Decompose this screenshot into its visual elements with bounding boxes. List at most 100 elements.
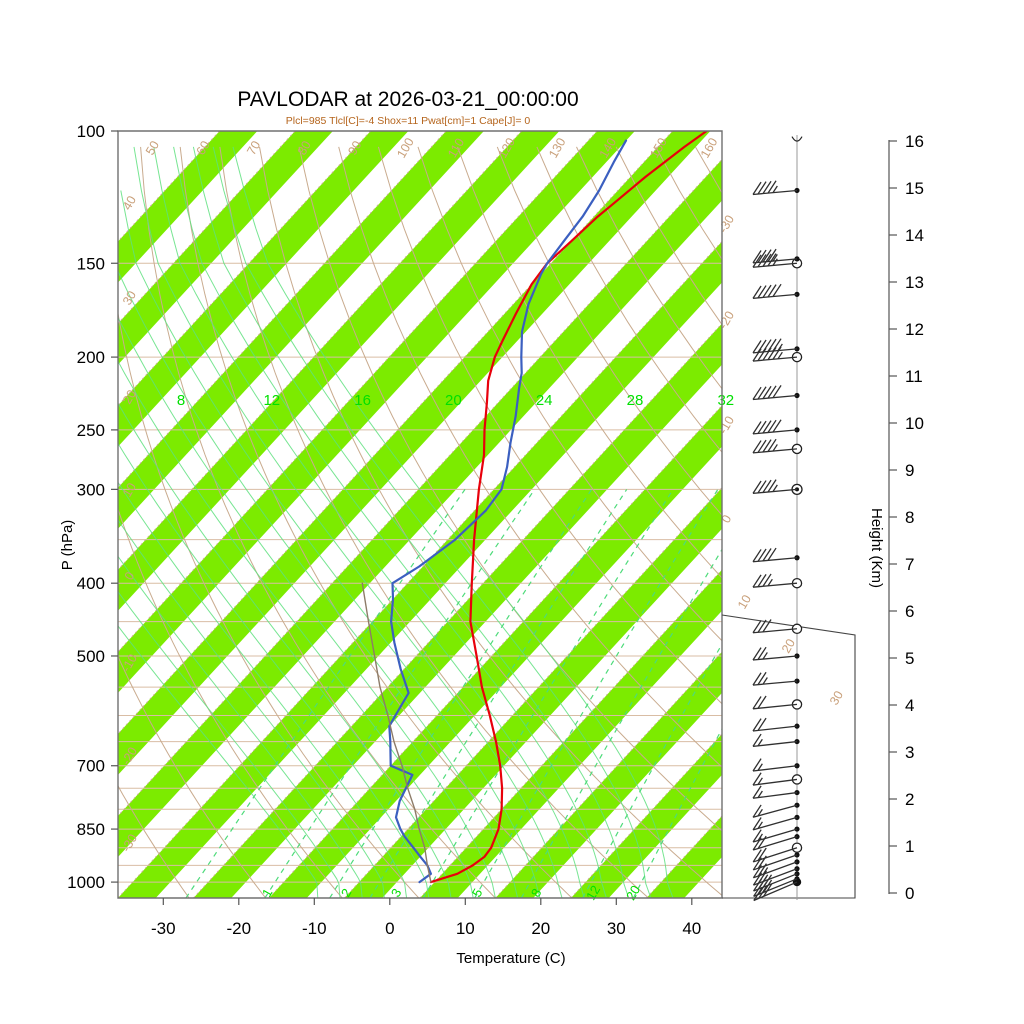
- y-tick-label: 850: [77, 820, 105, 839]
- height-tick-label: 8: [905, 508, 914, 527]
- theta-label: 16: [354, 392, 371, 409]
- y-tick-label: 500: [77, 647, 105, 666]
- height-tick-label: 2: [905, 790, 914, 809]
- wind-barb: [752, 695, 803, 710]
- height-tick-label: 9: [905, 461, 914, 480]
- adiabat-label: 10: [735, 592, 754, 611]
- height-axis-label: Height (Km): [868, 508, 885, 588]
- wind-barb: [752, 419, 800, 435]
- x-tick-label: -30: [151, 919, 176, 938]
- wind-barb: [752, 717, 800, 732]
- x-tick-label: 20: [531, 919, 550, 938]
- wind-barb: [752, 758, 800, 772]
- wind-barb: [752, 619, 803, 635]
- adiabat-label: 10: [120, 480, 139, 499]
- adiabat-label: 80: [295, 138, 314, 157]
- isotherm-layer: [118, 131, 722, 898]
- height-tick-label: 5: [905, 649, 914, 668]
- sounding-parcel-curve: [361, 582, 432, 883]
- x-axis: -30 -20 -10 0 10 20 30 40: [151, 898, 701, 938]
- wind-barb: [752, 384, 800, 401]
- height-tick-label: 0: [905, 884, 914, 903]
- y-tick-label: 250: [77, 421, 105, 440]
- height-tick-label: 13: [905, 273, 924, 292]
- wind-barb: [752, 802, 800, 818]
- dry-adiabat-layer: [118, 146, 722, 898]
- height-tick-label: 10: [905, 414, 924, 433]
- y-tick-label: 400: [77, 574, 105, 593]
- theta-label: 28: [627, 392, 644, 409]
- height-tick-label: 7: [905, 555, 914, 574]
- isobar-layer: [118, 130, 722, 883]
- x-tick-label: 10: [456, 919, 475, 938]
- wind-barb: [752, 785, 800, 799]
- theta-label: 24: [536, 392, 553, 409]
- wind-barb: [752, 180, 800, 196]
- wind-barb-column: [752, 135, 803, 902]
- wind-barb: [752, 253, 803, 269]
- height-tick-label: 11: [905, 367, 923, 386]
- height-tick-label: 16: [905, 132, 924, 151]
- y-axis-label: P (hPa): [59, 520, 76, 571]
- wind-barb: [752, 438, 803, 455]
- wind-barb: [752, 859, 800, 879]
- wind-barb: [752, 248, 800, 264]
- y-tick-label: 1000: [67, 873, 105, 892]
- y-tick-label: 300: [77, 480, 105, 499]
- wind-barb: [752, 573, 803, 589]
- wind-barb: [752, 338, 800, 354]
- adiabat-label: 60: [194, 138, 213, 157]
- wind-barb: [752, 671, 800, 686]
- height-tick-label: 6: [905, 602, 914, 621]
- theta-label: 12: [263, 392, 280, 409]
- wind-barb: [752, 733, 800, 748]
- height-tick-label: 15: [905, 179, 924, 198]
- height-tick-label: 14: [905, 226, 924, 245]
- y-tick-label: 150: [77, 254, 105, 273]
- wind-barb: [752, 826, 800, 843]
- wind-barb: [752, 547, 800, 563]
- mixing-ratio-layer: [185, 489, 722, 898]
- sounding-curve-layer: [361, 131, 708, 884]
- plot-frame: [117, 130, 856, 899]
- theta-label: 32: [717, 392, 734, 409]
- x-tick-label: 0: [385, 919, 394, 938]
- wind-barb: [752, 772, 803, 786]
- adiabat-label: 30: [120, 288, 139, 307]
- moist-adiabat-layer: [118, 146, 674, 898]
- height-tick-label: 3: [905, 743, 914, 762]
- wind-barb: [752, 814, 800, 831]
- y-tick-label: 200: [77, 348, 105, 367]
- y-tick-label: 100: [77, 122, 105, 141]
- x-axis-label: Temperature (C): [456, 950, 565, 967]
- adiabat-label: 30: [827, 688, 846, 707]
- sounding-dewpoint-curve: [388, 139, 628, 884]
- y-tick-label: 700: [77, 757, 105, 776]
- wind-barb: [791, 136, 803, 142]
- page-title: PAVLODAR at 2026-03-21_00:00:00: [237, 88, 578, 111]
- adiabat-label: 50: [143, 138, 162, 157]
- height-tick-label: 12: [905, 320, 924, 339]
- wind-barb: [752, 842, 803, 863]
- x-tick-label: -20: [227, 919, 252, 938]
- sounding-temperature-curve: [429, 131, 708, 884]
- x-tick-label: 30: [607, 919, 626, 938]
- height-tick-label: 1: [905, 837, 914, 856]
- wind-barb: [752, 866, 800, 886]
- diagnostics-subtitle: Plcl=985 Tlcl[C]=-4 Shox=11 Pwat[cm]=1 C…: [286, 115, 531, 127]
- x-tick-label: 40: [682, 919, 701, 938]
- adiabat-label: 20: [120, 387, 139, 406]
- wind-barb: [752, 646, 800, 661]
- y-axis: 100 150 200 250 300 400 500 700 850 1000: [67, 122, 118, 892]
- wind-barb: [752, 283, 800, 299]
- adiabat-label: 40: [120, 193, 139, 212]
- wind-barb: [752, 479, 803, 496]
- adiabat-label: 70: [244, 138, 263, 157]
- height-tick-label: 4: [905, 696, 914, 715]
- theta-label: 20: [445, 392, 462, 409]
- x-tick-label: -10: [302, 919, 327, 938]
- adiabat-label: 20: [779, 636, 798, 655]
